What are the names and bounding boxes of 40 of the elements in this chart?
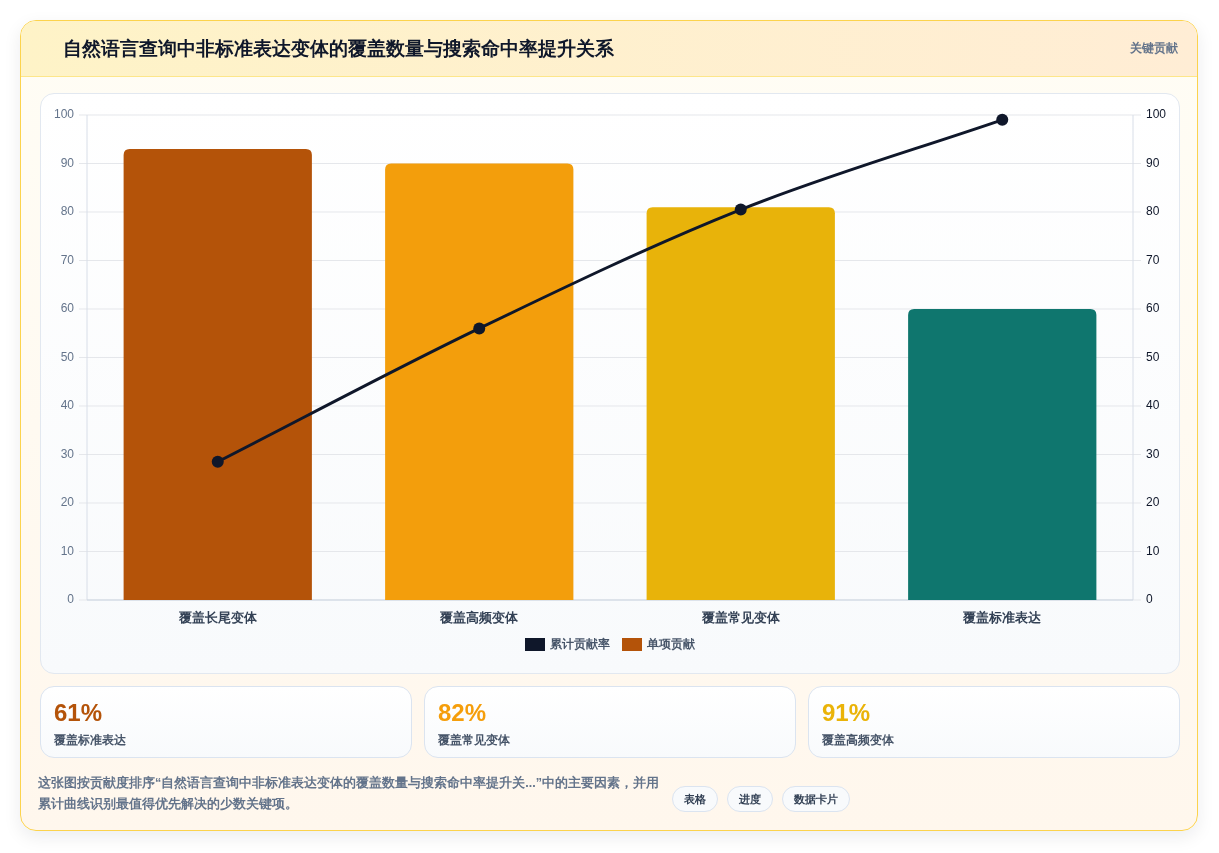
y-tick-label: 60 [60,301,75,316]
legend-label: 累计贡献率 [549,637,610,652]
x-tick-label: 覆盖高频变体 [439,610,520,626]
text: 61% [54,699,103,727]
y2-tick-label: 40 [1146,398,1160,413]
text: 82% [438,699,487,727]
y2-tick-label: 30 [1146,446,1160,461]
y2-tick-label: 20 [1146,495,1160,510]
chart-title: 自然语言查询中非标准表达变体的覆盖数量与搜索命中率提升关系 [63,37,614,61]
y-tick-label: 40 [60,398,75,413]
text: 覆盖高频变体 [822,732,894,749]
x-tick-label: 覆盖长尾变体 [177,610,258,626]
x-tick-label: 覆盖常见变体 [700,610,781,626]
y-tick-label: 90 [60,155,75,170]
text: 数据卡片 [782,786,850,812]
text: 表格 [672,786,718,812]
y2-tick-label: 50 [1146,349,1160,364]
x-tick-label: 覆盖标准表达 [962,610,1042,626]
text: 进度 [727,786,773,812]
y-tick-label: 20 [60,495,75,510]
y2-tick-label: 90 [1146,155,1160,170]
y-tick-label: 10 [60,543,75,558]
text: 关键贡献 [1130,40,1178,57]
y2-tick-label: 70 [1146,252,1160,267]
y2-tick-label: 60 [1146,301,1160,316]
text: 覆盖标准表达 [54,732,126,749]
y-tick-label: 80 [60,204,75,219]
y2-tick-label: 80 [1146,204,1160,219]
y2-tick-label: 0 [1146,592,1153,607]
text: 覆盖常见变体 [438,732,510,749]
text: 这张图按贡献度排序“自然语言查询中非标准表达变体的覆盖数量与搜索命中率提升关...”中的主要因素，并用累计曲线识别最值得优先解决的少数关键项。 [38,774,660,813]
y-tick-label: 70 [60,252,75,267]
text: 91% [822,699,871,727]
y-tick-label: 100 [53,107,75,122]
y-tick-label: 50 [60,349,75,364]
legend-label: 单项贡献 [646,637,696,652]
y2-tick-label: 10 [1146,543,1160,558]
y2-tick-label: 100 [1146,107,1167,122]
y-tick-label: 30 [60,446,75,461]
y-tick-label: 0 [67,592,75,607]
